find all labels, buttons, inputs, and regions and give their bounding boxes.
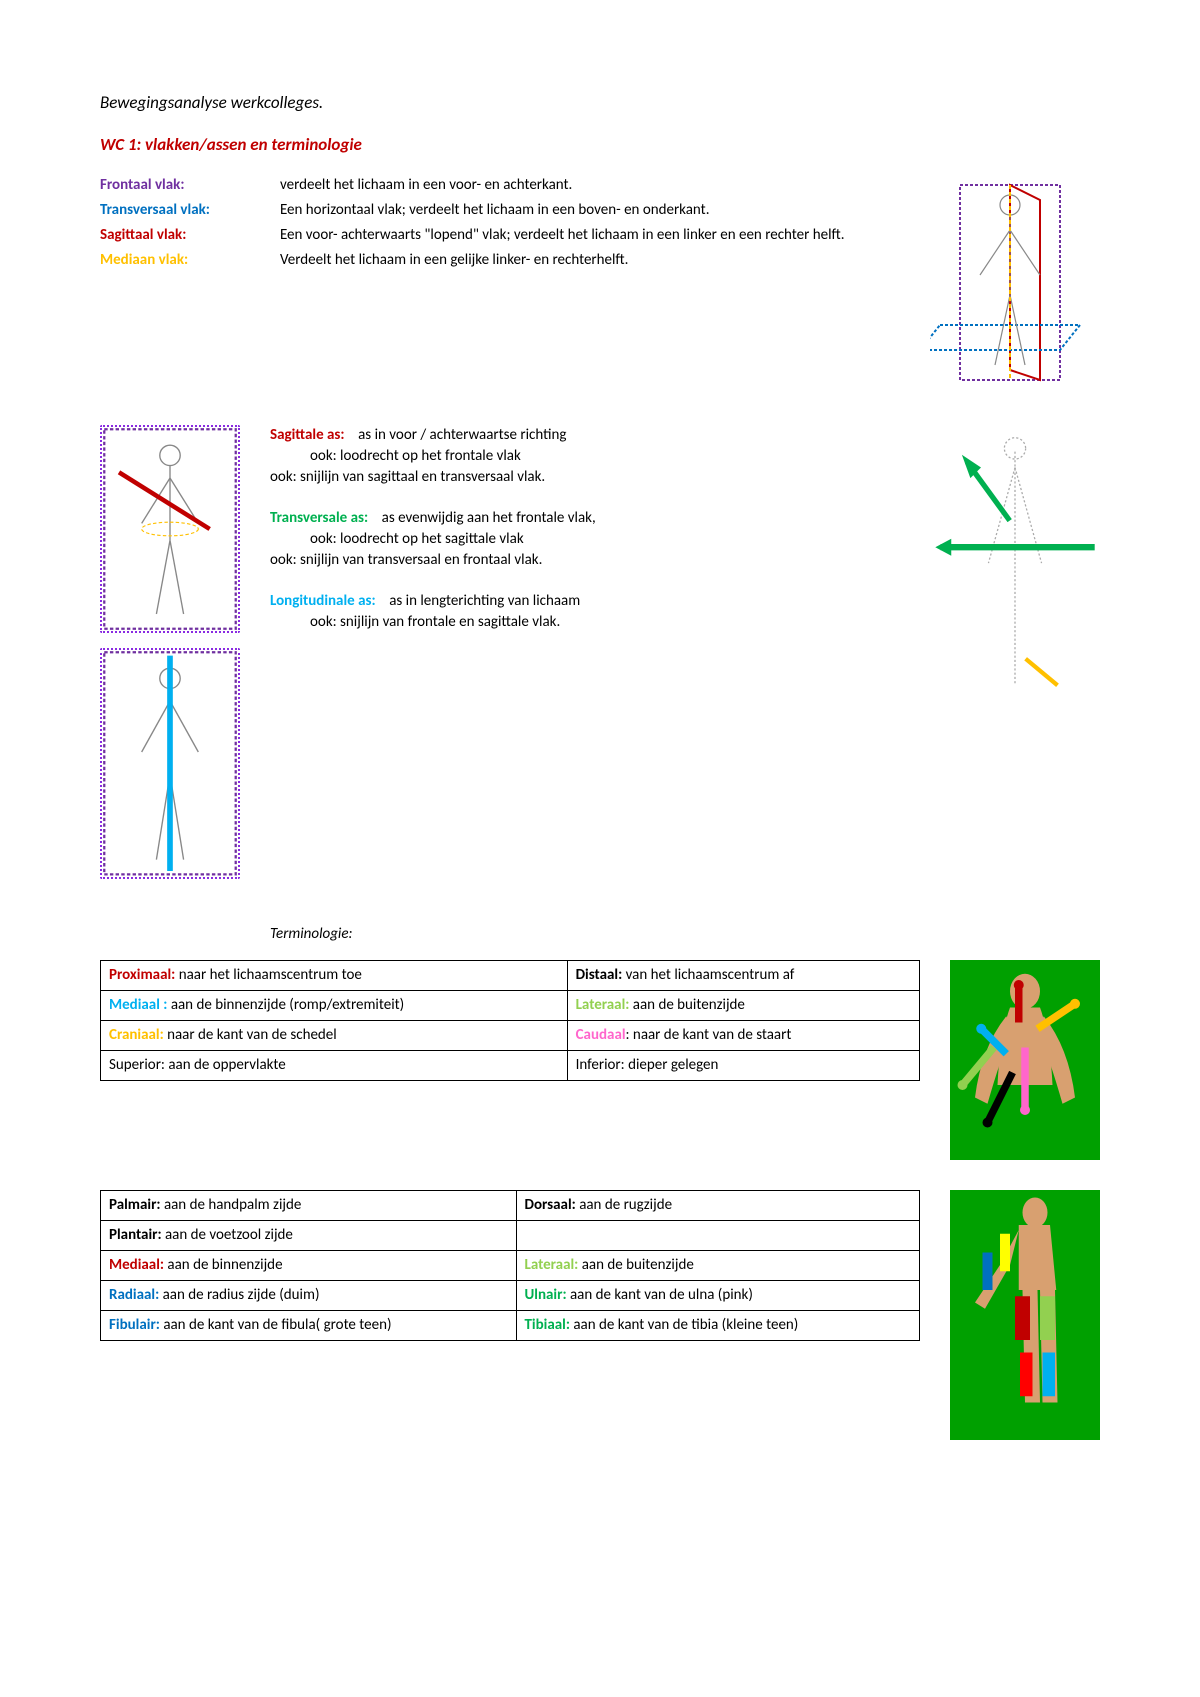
page-title: Bewegingsanalyse werkcolleges. <box>100 91 1100 115</box>
table-cell: Lateraal: aan de buitenzijde <box>567 990 919 1020</box>
terminology-row-2: Palmair: aan de handpalm zijdeDorsaal: a… <box>100 1190 1100 1440</box>
terminology-row-1: Proximaal: naar het lichaamscentrum toeD… <box>100 960 1100 1160</box>
axis-label: Transversale as: <box>270 509 368 527</box>
axes-definitions: Sagittale as: as in voor / achterwaartse… <box>270 425 900 653</box>
axis-desc: as in lengterichting van lichaam <box>389 592 580 610</box>
plane-desc: Verdeelt het lichaam in een gelijke link… <box>280 250 900 271</box>
axis-block: Transversale as: as evenwijdig aan het f… <box>270 508 900 571</box>
plane-label: Mediaan vlak: <box>100 250 270 271</box>
table-cell: Caudaal: naar de kant van de staart <box>567 1020 919 1050</box>
axis-desc: as evenwijdig aan het frontale vlak, <box>382 509 596 527</box>
plane-desc: verdeelt het lichaam in een voor- en ach… <box>280 175 900 196</box>
table-cell: Craniaal: naar de kant van de schedel <box>101 1020 568 1050</box>
terminology-table-1: Proximaal: naar het lichaamscentrum toeD… <box>100 960 920 1081</box>
table-cell: Ulnair: aan de kant van de ulna (pink) <box>516 1280 920 1310</box>
leg-figure <box>950 1190 1100 1440</box>
table-row: Fibulair: aan de kant van de fibula( gro… <box>101 1310 920 1340</box>
table-cell: Distaal: van het lichaamscentrum af <box>567 960 919 990</box>
table-row: Superior: aan de oppervlakteInferior: di… <box>101 1050 920 1080</box>
axes-left-diagrams <box>100 425 240 894</box>
axis-sub: ook: loodrecht op het sagittale vlak <box>270 529 900 550</box>
table-cell: Radiaal: aan de radius zijde (duim) <box>101 1280 517 1310</box>
plane-label: Frontaal vlak: <box>100 175 270 196</box>
table-row: Mediaal: aan de binnenzijdeLateraal: aan… <box>101 1250 920 1280</box>
table-cell: Mediaal : aan de binnenzijde (romp/extre… <box>101 990 568 1020</box>
planes-section: Frontaal vlak: verdeelt het lichaam in ee… <box>100 175 1100 395</box>
table-cell: Superior: aan de oppervlakte <box>101 1050 568 1080</box>
torso-figure <box>950 960 1100 1160</box>
table-cell: Proximaal: naar het lichaamscentrum toe <box>101 960 568 990</box>
table-cell: Palmair: aan de handpalm zijde <box>101 1190 517 1220</box>
table-row: Craniaal: naar de kant van de schedelCau… <box>101 1020 920 1050</box>
terminology-heading: Terminologie: <box>100 924 1100 945</box>
plane-desc: Een horizontaal vlak; verdeelt het licha… <box>280 200 900 221</box>
terminology-table-2: Palmair: aan de handpalm zijdeDorsaal: a… <box>100 1190 920 1341</box>
axis-sub: ook: snijlijn van sagittaal en transvers… <box>270 467 900 488</box>
plane-desc: Een voor- achterwaarts "lopend" vlak; ve… <box>280 225 900 246</box>
planes-definitions: Frontaal vlak: verdeelt het lichaam in ee… <box>100 175 900 271</box>
axis-block: Longitudinale as: as in lengterichting v… <box>270 591 900 633</box>
axis-desc: as in voor / achterwaartse richting <box>358 426 566 444</box>
body-planes-diagram <box>930 175 1100 395</box>
axes-section: Sagittale as: as in voor / achterwaartse… <box>100 425 1100 894</box>
table-cell: Inferior: dieper gelegen <box>567 1050 919 1080</box>
plane-label: Transversaal vlak: <box>100 200 270 221</box>
table-row: Palmair: aan de handpalm zijdeDorsaal: a… <box>101 1190 920 1220</box>
axis-label: Sagittale as: <box>270 426 345 444</box>
table-cell <box>516 1220 920 1250</box>
axis-sub: ook: loodrecht op het frontale vlak <box>270 446 900 467</box>
plane-label: Sagittaal vlak: <box>100 225 270 246</box>
table-row: Radiaal: aan de radius zijde (duim)Ulnai… <box>101 1280 920 1310</box>
table-cell: Plantair: aan de voetzool zijde <box>101 1220 517 1250</box>
table-cell: Lateraal: aan de buitenzijde <box>516 1250 920 1280</box>
axis-sub: ook: snijlijn van transversaal en fronta… <box>270 550 900 571</box>
axes-right-diagram <box>930 425 1100 701</box>
table-cell: Fibulair: aan de kant van de fibula( gro… <box>101 1310 517 1340</box>
section-heading: WC 1: vlakken/assen en terminologie <box>100 133 1100 157</box>
table-row: Proximaal: naar het lichaamscentrum toeD… <box>101 960 920 990</box>
table-cell: Dorsaal: aan de rugzijde <box>516 1190 920 1220</box>
table-cell: Mediaal: aan de binnenzijde <box>101 1250 517 1280</box>
axis-sub: ook: snijlijn van frontale en sagittale … <box>270 612 900 633</box>
table-cell: Tibiaal: aan de kant van de tibia (klein… <box>516 1310 920 1340</box>
axis-label: Longitudinale as: <box>270 592 376 610</box>
table-row: Plantair: aan de voetzool zijde <box>101 1220 920 1250</box>
table-row: Mediaal : aan de binnenzijde (romp/extre… <box>101 990 920 1020</box>
axis-block: Sagittale as: as in voor / achterwaartse… <box>270 425 900 488</box>
